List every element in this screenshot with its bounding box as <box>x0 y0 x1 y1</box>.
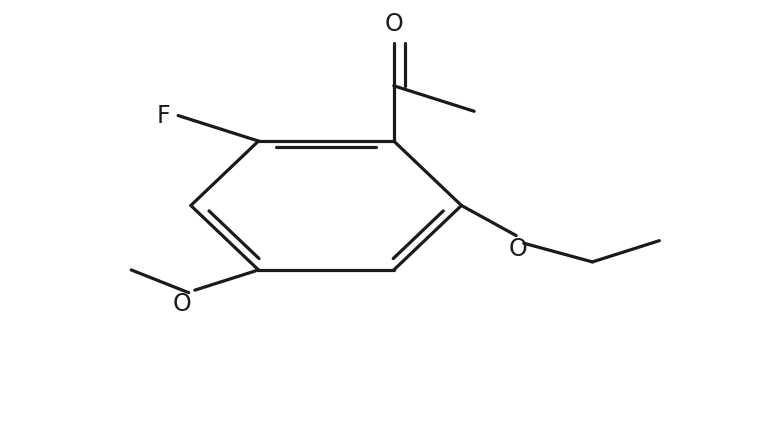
Text: F: F <box>157 104 171 128</box>
Text: O: O <box>384 12 404 36</box>
Text: O: O <box>172 292 191 316</box>
Text: O: O <box>509 237 528 261</box>
